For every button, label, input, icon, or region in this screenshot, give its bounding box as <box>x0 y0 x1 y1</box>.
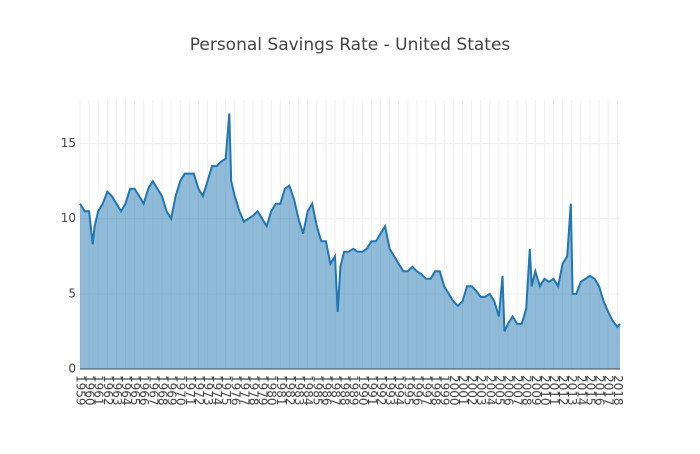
x-tick-label: 2008 <box>520 375 534 406</box>
x-tick-label: 1961 <box>92 375 106 406</box>
x-tick-label: 1962 <box>101 375 115 406</box>
x-tick-label: 1972 <box>192 375 206 406</box>
x-tick-label: 1971 <box>183 375 197 406</box>
x-tick-label: 1982 <box>283 375 297 406</box>
x-tick-label: 1986 <box>319 375 333 406</box>
x-tick-label: 1974 <box>210 375 224 406</box>
x-tick-label: 1991 <box>365 375 379 406</box>
x-tick-label: 1979 <box>256 375 270 406</box>
x-tick-label: 1973 <box>201 375 215 406</box>
x-tick-label: 1964 <box>119 375 133 406</box>
x-tick-label: 1978 <box>247 375 261 406</box>
x-tick-label: 2003 <box>474 375 488 406</box>
x-tick-label: 2011 <box>547 375 561 406</box>
x-tick-label: 1996 <box>410 375 424 406</box>
x-tick-label: 1960 <box>83 375 97 406</box>
x-tick-label: 1981 <box>274 375 288 406</box>
x-tick-label: 1959 <box>74 375 88 406</box>
x-tick-label: 1975 <box>219 375 233 406</box>
x-tick-label: 1970 <box>174 375 188 406</box>
x-tick-label: 1963 <box>110 375 124 406</box>
x-tick-label: 1966 <box>137 375 151 406</box>
x-tick-label: 2017 <box>602 375 616 406</box>
x-tick-label: 1967 <box>146 375 160 406</box>
x-tick-label: 1968 <box>155 375 169 406</box>
x-tick-label: 1965 <box>128 375 142 406</box>
x-tick-label: 1999 <box>438 375 452 406</box>
x-tick-label: 2009 <box>529 375 543 406</box>
x-tick-label: 2002 <box>465 375 479 406</box>
x-tick-label: 2005 <box>492 375 506 406</box>
y-tick-label: 10 <box>61 211 76 225</box>
y-tick-label: 0 <box>68 362 76 376</box>
x-tick-label: 2010 <box>538 375 552 406</box>
area <box>80 113 620 369</box>
chart-title: Personal Savings Rate - United States <box>190 35 511 55</box>
x-tick-label: 2013 <box>565 375 579 406</box>
x-tick-label: 1977 <box>237 375 251 406</box>
x-tick-label: 1994 <box>392 375 406 406</box>
x-tick-label: 2018 <box>611 375 625 406</box>
x-tick-label: 1969 <box>165 375 179 406</box>
x-tick-label: 2015 <box>583 375 597 406</box>
x-tick-label: 1980 <box>265 375 279 406</box>
y-tick-label: 5 <box>68 286 76 300</box>
x-tick-label: 1987 <box>328 375 342 406</box>
x-tick-label: 1997 <box>420 375 434 406</box>
x-tick-label: 1995 <box>401 375 415 406</box>
x-tick-label: 2000 <box>447 375 461 406</box>
x-tick-label: 2004 <box>483 375 497 406</box>
x-tick-label: 1976 <box>228 375 242 406</box>
x-tick-label: 2001 <box>456 375 470 406</box>
x-tick-label: 1983 <box>292 375 306 406</box>
x-tick-label: 1988 <box>338 375 352 406</box>
x-tick-label: 2016 <box>593 375 607 406</box>
x-tick-label: 1998 <box>429 375 443 406</box>
x-tick-label: 1984 <box>301 375 315 406</box>
y-tick-label: 15 <box>61 136 76 150</box>
x-tick-label: 2006 <box>501 375 515 406</box>
x-tick-label: 1990 <box>356 375 370 406</box>
x-tick-label: 1989 <box>347 375 361 406</box>
x-tick-label: 1985 <box>310 375 324 406</box>
x-tick-label: 1992 <box>374 375 388 406</box>
line <box>79 113 621 332</box>
x-tick-label: 2014 <box>574 375 588 406</box>
x-tick-label: 2012 <box>556 375 570 406</box>
x-tick-label: 2007 <box>511 375 525 406</box>
x-tick-label: 1993 <box>383 375 397 406</box>
